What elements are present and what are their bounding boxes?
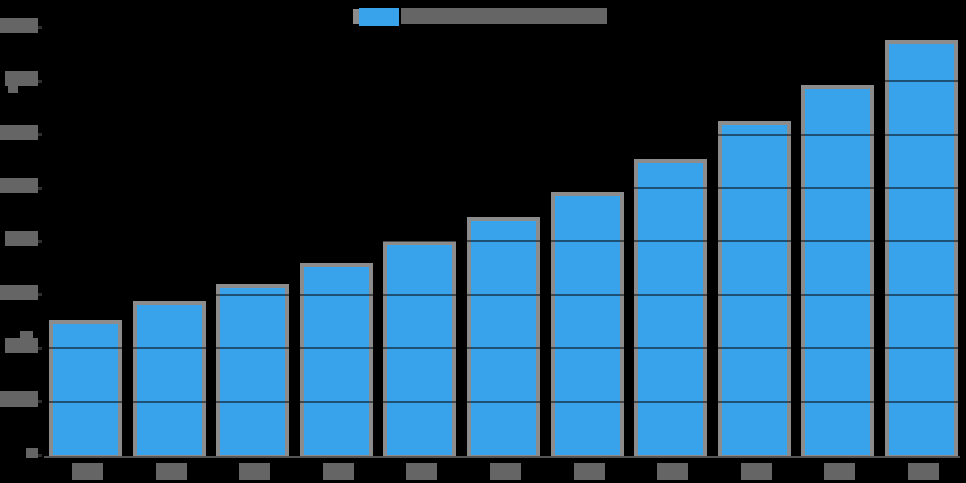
y-axis-label-placeholder-notch [20, 331, 33, 339]
bar [53, 324, 118, 455]
gridline [44, 400, 960, 403]
y-axis-tick [34, 400, 42, 404]
gridline [44, 293, 960, 296]
bar [303, 267, 369, 455]
bar [220, 287, 286, 455]
gridline [44, 240, 960, 243]
x-axis-label-placeholder [406, 463, 438, 480]
y-axis-tick [34, 239, 42, 243]
x-axis-label-placeholder [322, 463, 354, 480]
legend-color-swatch [359, 8, 399, 26]
y-axis-tick [34, 186, 42, 190]
y-axis-label-placeholder [0, 284, 38, 300]
x-axis-label-placeholder [657, 463, 689, 480]
y-axis-label-placeholder [5, 231, 38, 247]
y-axis-label-placeholder-notch [8, 86, 18, 94]
y-axis-tick [34, 79, 42, 83]
y-axis-tick [34, 26, 42, 30]
x-axis-label-placeholder [239, 463, 271, 480]
gridline [44, 26, 960, 29]
gridline [44, 80, 960, 83]
bar [554, 196, 620, 455]
x-axis-label-placeholder [155, 463, 187, 480]
bar [136, 305, 202, 455]
x-axis-line [44, 455, 960, 458]
y-axis-label-placeholder [5, 71, 38, 87]
y-axis-label-placeholder [5, 338, 38, 354]
x-axis-label-placeholder [490, 463, 521, 480]
y-axis-label-placeholder [0, 17, 38, 33]
gridline [44, 133, 960, 136]
x-axis-label-placeholder [824, 463, 856, 480]
legend-swatch-shadow [353, 9, 359, 24]
y-axis-label-placeholder [26, 447, 38, 458]
bar [471, 221, 536, 455]
bar [889, 43, 954, 455]
bar [387, 245, 453, 455]
bar [721, 124, 787, 455]
y-axis-tick [34, 293, 42, 297]
gridline [44, 347, 960, 350]
legend-label-placeholder [401, 8, 607, 24]
y-axis-label-placeholder [0, 391, 38, 408]
gridline [44, 187, 960, 189]
x-axis-label-placeholder [72, 463, 103, 480]
bar [638, 162, 704, 455]
bar [805, 89, 871, 455]
y-axis-tick [34, 453, 42, 457]
x-axis-label-placeholder [740, 463, 772, 480]
y-axis-tick [34, 133, 42, 137]
y-axis-tick [34, 346, 42, 350]
y-axis-label-placeholder [0, 178, 38, 193]
x-axis-label-placeholder [573, 463, 605, 480]
x-axis-label-placeholder [908, 463, 939, 480]
y-axis-label-placeholder [0, 124, 38, 140]
